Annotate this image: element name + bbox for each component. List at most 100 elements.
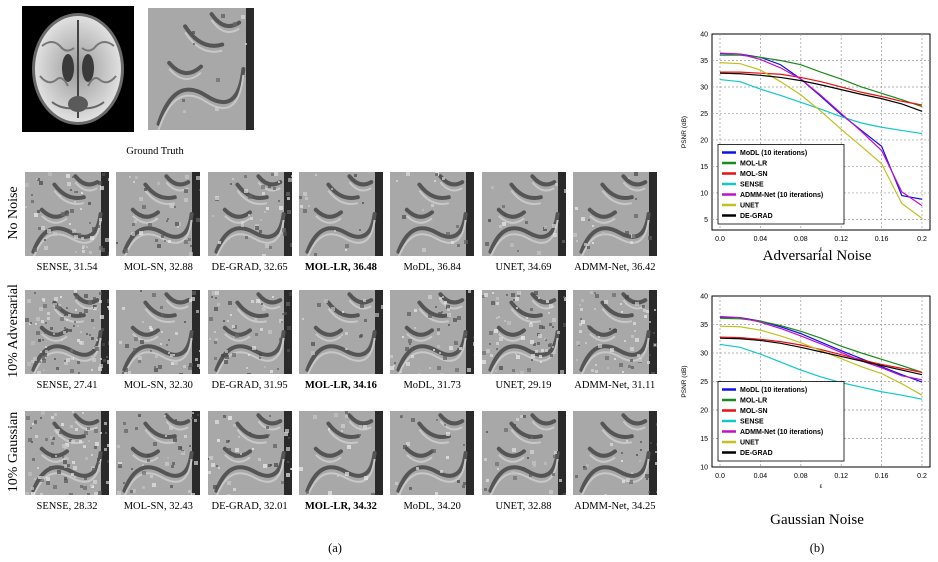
y-axis-label: PSNR (dB): [681, 365, 688, 397]
reconstruction-tile: [298, 411, 383, 495]
row-label: 10% Gaussian: [6, 411, 21, 493]
y-tick-label: 20: [700, 408, 708, 415]
tile-caption: ADMM-Net, 36.42: [574, 262, 656, 273]
tile-caption: DE-GRAD, 32.65: [211, 262, 288, 273]
tile-caption: ADMM-Net, 34.25: [574, 501, 656, 512]
x-axis-label: ε: [820, 247, 823, 253]
legend-label: SENSE: [740, 182, 764, 189]
y-tick-label: 15: [700, 436, 708, 443]
reconstruction-tile: [116, 411, 201, 495]
y-tick-label: 35: [700, 322, 708, 329]
tile-caption: SENSE, 27.41: [36, 380, 98, 391]
tile-caption: SENSE, 28.32: [36, 501, 98, 512]
legend-label: UNET: [740, 203, 760, 210]
series-line: [720, 54, 923, 108]
reconstruction-tile: [298, 290, 383, 374]
legend-label: DE-GRAD: [740, 450, 773, 457]
series-line: [719, 78, 923, 135]
x-tick-label: 0.04: [754, 236, 768, 243]
gaussian-noise-chart: 0.0 0.04 0.08 0.12 0.16 0.2 10 15 20 25 30 35 40 ε PSN…: [672, 290, 938, 505]
tile-caption: DE-GRAD, 32.01: [211, 501, 288, 512]
reconstruction-tile: [481, 172, 566, 256]
series-line: [719, 343, 923, 400]
legend-box: [717, 381, 845, 462]
legend-label: MOL-SN: [740, 171, 768, 178]
y-tick-label: 40: [700, 32, 708, 39]
x-tick-label: 0.0: [715, 236, 725, 243]
ground-truth-zoom-image: [148, 8, 254, 130]
legend-label: SENSE: [740, 419, 764, 426]
reconstruction-tile: [572, 411, 657, 495]
y-tick-label: 10: [700, 465, 708, 472]
reconstruction-tile: [25, 172, 109, 256]
x-tick-label: 0.2: [917, 236, 927, 243]
row-label: No Noise: [6, 186, 21, 240]
tile-caption: MOL-SN, 32.30: [123, 380, 193, 391]
y-tick-label: 40: [700, 294, 708, 301]
tile-caption: ADMM-Net, 31.11: [574, 380, 656, 391]
series-line: [719, 325, 923, 396]
legend-label: MOL-SN: [740, 408, 768, 415]
tile-caption: MoDL, 34.20: [403, 501, 461, 512]
tile-caption: UNET, 32.88: [495, 501, 552, 512]
adversarial-noise-chart: 0.0 0.04 0.08 0.12 0.16 0.2 5 10 15 20 25 30 35 40 ε PS…: [672, 28, 938, 268]
y-tick-label: 20: [700, 137, 708, 144]
x-tick-label: 0.12: [834, 473, 848, 480]
y-tick-label: 30: [700, 351, 708, 358]
tile-caption: SENSE, 31.54: [36, 262, 98, 273]
tile-caption: MOL-LR, 34.32: [304, 501, 377, 512]
series-line: [719, 337, 923, 376]
reconstruction-tile: [207, 290, 292, 374]
x-tick-label: 0.04: [754, 473, 768, 480]
x-tick-label: 0.2: [917, 473, 927, 480]
y-tick-label: 30: [700, 84, 708, 91]
tile-caption: UNET, 34.69: [495, 262, 552, 273]
legend-label: UNET: [740, 440, 760, 447]
reconstruction-tile: [116, 172, 201, 256]
legend-label: MOL-LR: [740, 398, 767, 405]
tile-caption: MoDL, 36.84: [403, 262, 461, 273]
y-tick-label: 5: [704, 217, 708, 224]
legend-label: ADMM-Net (10 iterations): [740, 429, 823, 436]
reconstruction-tile: [207, 172, 292, 256]
reconstruction-tile: [390, 411, 475, 495]
y-axis-label: PSNR (dB): [681, 116, 688, 148]
legend-box: [717, 144, 845, 225]
reconstruction-tile: [25, 411, 109, 495]
reconstruction-tile: [298, 172, 383, 256]
series-line: [719, 62, 923, 219]
series-line: [719, 72, 923, 112]
panel-b-label: (b): [809, 541, 825, 555]
tile-caption: MOL-LR, 36.48: [304, 262, 377, 273]
series-line: [719, 52, 923, 207]
x-tick-label: 0.16: [875, 236, 889, 243]
tile-caption: MOL-LR, 34.16: [304, 380, 377, 391]
reconstruction-tile: [207, 411, 292, 495]
x-tick-label: 0.08: [794, 473, 808, 480]
tile-caption: MOL-SN, 32.43: [123, 501, 193, 512]
gaussian-chart-title: Gaussian Noise: [770, 512, 864, 528]
legend-label: DE-GRAD: [740, 213, 773, 220]
x-tick-label: 0.12: [834, 236, 848, 243]
tile-caption: MoDL, 31.73: [403, 380, 461, 391]
series-line: [720, 71, 923, 106]
x-tick-label: 0.0: [715, 473, 725, 480]
ground-truth-caption: Ground Truth: [126, 146, 184, 157]
panel-a-label: (a): [328, 541, 342, 555]
tile-caption: MOL-SN, 32.88: [123, 262, 193, 273]
tile-caption: DE-GRAD, 31.95: [211, 380, 288, 391]
reconstruction-tile: [116, 290, 201, 374]
reconstruction-tile: [390, 290, 475, 374]
y-tick-label: 35: [700, 58, 708, 65]
reconstruction-tile: [572, 172, 657, 256]
row-label: 10% Adversarial: [6, 284, 21, 378]
legend-label: MoDL (10 iterations): [740, 150, 807, 157]
legend-label: MoDL (10 iterations): [740, 387, 807, 394]
y-tick-label: 15: [700, 164, 708, 171]
reconstruction-tile: [25, 290, 109, 374]
legend-label: ADMM-Net (10 iterations): [740, 192, 823, 199]
y-tick-label: 10: [700, 190, 708, 197]
series-line: [719, 315, 923, 381]
ground-truth-brain-image: [22, 6, 134, 132]
reconstruction-tile: [481, 290, 566, 374]
